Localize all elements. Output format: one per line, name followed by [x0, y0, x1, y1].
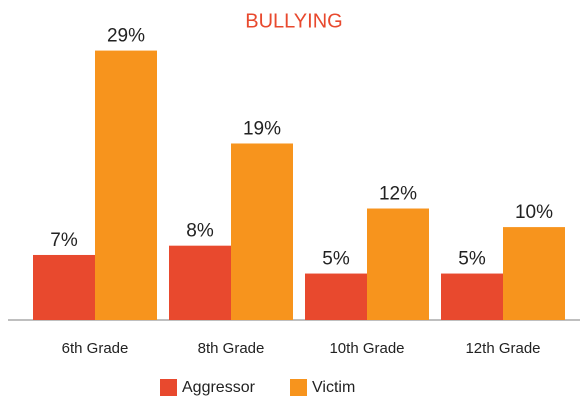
chart-title: BULLYING: [245, 10, 342, 32]
bar: [169, 245, 231, 320]
x-tick-label: 6th Grade: [62, 340, 129, 357]
legend-swatch: [160, 379, 177, 396]
x-tick-label: 10th Grade: [329, 340, 404, 357]
bar: [95, 50, 157, 320]
bar: [441, 273, 503, 320]
legend-label: Aggressor: [182, 379, 256, 396]
value-label: 5%: [458, 249, 486, 270]
value-label: 5%: [322, 249, 350, 270]
bar: [231, 143, 293, 320]
bar: [305, 273, 367, 320]
value-label: 7%: [50, 230, 78, 251]
value-label: 10%: [515, 202, 553, 223]
bar: [367, 208, 429, 320]
value-label: 29%: [107, 26, 145, 47]
legend-label: Victim: [312, 379, 355, 396]
value-label: 19%: [243, 118, 281, 139]
bar: [33, 254, 95, 320]
x-tick-label: 12th Grade: [465, 340, 540, 357]
x-tick-label: 8th Grade: [198, 340, 265, 357]
bar: [503, 227, 565, 320]
value-label: 12%: [379, 184, 417, 205]
legend-swatch: [290, 379, 307, 396]
value-label: 8%: [186, 221, 214, 242]
